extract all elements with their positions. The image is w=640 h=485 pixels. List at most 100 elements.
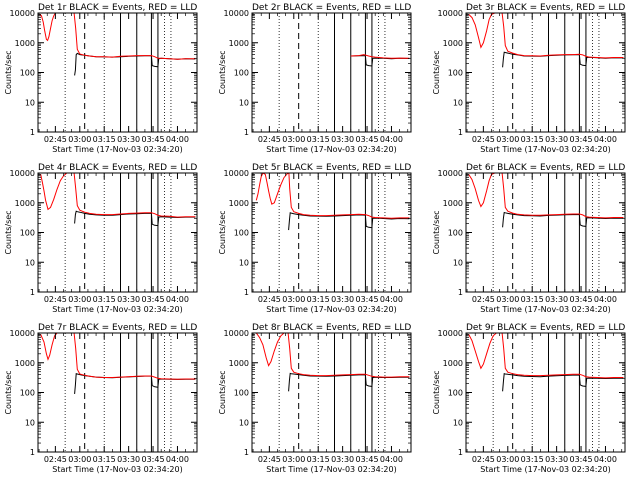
panel: Det 3r BLACK = Events, RED = LLD 1 10 100 10… bbox=[432, 3, 626, 154]
plot-frame bbox=[251, 332, 412, 453]
x-axis-label: Start Time (17-Nov-03 02:34:20) bbox=[266, 305, 396, 314]
x-tick-label: 02:45 bbox=[472, 295, 495, 304]
lld-series-line bbox=[468, 13, 624, 59]
y-tick-label: 1000 bbox=[229, 359, 249, 368]
lld-series-line bbox=[40, 173, 196, 218]
x-tick-label: 03:30 bbox=[331, 295, 354, 304]
x-tick-label: 03:15 bbox=[93, 135, 116, 144]
x-tick-label: 03:30 bbox=[331, 455, 354, 464]
x-tick-label: 03:00 bbox=[496, 295, 519, 304]
y-tick-label: 10 bbox=[239, 258, 249, 267]
y-axis-label: Counts/sec bbox=[432, 370, 441, 414]
plot-area bbox=[255, 173, 410, 292]
plot-area bbox=[40, 333, 196, 452]
y-axis-label: Counts/sec bbox=[432, 210, 441, 254]
y-tick-label: 100 bbox=[448, 229, 463, 238]
y-axis-label: Counts/sec bbox=[4, 370, 13, 414]
panel-title: Det 1r BLACK = Events, RED = LLD bbox=[38, 3, 197, 13]
y-axis-label: Counts/sec bbox=[218, 210, 227, 254]
y-tick-label: 10000 bbox=[438, 9, 463, 18]
y-tick-label: 100 bbox=[234, 69, 249, 78]
y-tick-label: 10000 bbox=[224, 9, 249, 18]
x-tick-label: 03:00 bbox=[68, 455, 91, 464]
y-axis-label: Counts/sec bbox=[218, 50, 227, 94]
panel-title: Det 5r BLACK = Events, RED = LLD bbox=[252, 163, 411, 173]
y-tick-label: 1 bbox=[244, 448, 249, 457]
x-tick-label: 04:00 bbox=[594, 135, 617, 144]
y-tick-label: 10000 bbox=[10, 9, 35, 18]
x-tick-label: 03:15 bbox=[521, 295, 544, 304]
y-tick-label: 1 bbox=[30, 288, 35, 297]
x-tick-label: 02:45 bbox=[472, 455, 495, 464]
events-series-line bbox=[288, 212, 410, 231]
x-tick-label: 03:00 bbox=[282, 455, 305, 464]
x-tick-label: 03:45 bbox=[570, 135, 593, 144]
x-tick-label: 03:15 bbox=[93, 455, 116, 464]
y-tick-label: 10 bbox=[25, 258, 35, 267]
y-tick-label: 10000 bbox=[10, 169, 35, 178]
x-axis-label: Start Time (17-Nov-03 02:34:20) bbox=[52, 305, 182, 314]
plot-area bbox=[39, 13, 196, 132]
y-tick-label: 1 bbox=[458, 448, 463, 457]
plot-frame bbox=[465, 172, 626, 293]
y-tick-label: 100 bbox=[448, 389, 463, 398]
x-axis-label: Start Time (17-Nov-03 02:34:20) bbox=[52, 465, 182, 474]
x-tick-label: 02:45 bbox=[472, 135, 495, 144]
panel: Det 1r BLACK = Events, RED = LLD 1 10 100 10… bbox=[4, 3, 198, 154]
plot-area bbox=[468, 173, 624, 292]
x-tick-label: 03:15 bbox=[521, 135, 544, 144]
y-tick-label: 100 bbox=[20, 229, 35, 238]
panel-title: Det 8r BLACK = Events, RED = LLD bbox=[252, 323, 411, 333]
x-tick-label: 03:45 bbox=[570, 295, 593, 304]
lld-series-line bbox=[255, 173, 410, 219]
x-tick-label: 04:00 bbox=[594, 295, 617, 304]
plot-frame bbox=[37, 332, 198, 453]
y-tick-label: 10000 bbox=[224, 329, 249, 338]
x-tick-label: 04:00 bbox=[380, 455, 403, 464]
x-tick-label: 03:00 bbox=[282, 295, 305, 304]
panel-title: Det 9r BLACK = Events, RED = LLD bbox=[466, 323, 625, 333]
y-tick-label: 10 bbox=[25, 418, 35, 427]
y-tick-label: 10000 bbox=[438, 169, 463, 178]
x-tick-label: 03:45 bbox=[142, 295, 165, 304]
x-tick-label: 03:15 bbox=[307, 135, 330, 144]
y-tick-label: 10000 bbox=[438, 329, 463, 338]
x-tick-label: 04:00 bbox=[594, 455, 617, 464]
y-tick-label: 10 bbox=[239, 418, 249, 427]
y-tick-label: 10 bbox=[453, 258, 463, 267]
x-tick-label: 03:30 bbox=[117, 135, 140, 144]
plot-frame bbox=[465, 12, 626, 133]
y-tick-label: 1000 bbox=[15, 39, 35, 48]
plot-frame bbox=[465, 332, 626, 453]
y-tick-label: 1 bbox=[30, 448, 35, 457]
panel: Det 2r BLACK = Events, RED = LLD 1 10 100 10… bbox=[218, 3, 412, 154]
y-tick-label: 1000 bbox=[443, 199, 463, 208]
x-tick-label: 02:45 bbox=[44, 295, 67, 304]
panel: Det 4r BLACK = Events, RED = LLD 1 10 100 10… bbox=[4, 163, 198, 314]
panel-title: Det 4r BLACK = Events, RED = LLD bbox=[38, 163, 197, 173]
x-tick-label: 03:30 bbox=[117, 295, 140, 304]
plot-area bbox=[468, 333, 624, 452]
y-tick-label: 10 bbox=[453, 98, 463, 107]
panel: Det 5r BLACK = Events, RED = LLD 1 10 100 10… bbox=[218, 163, 412, 314]
y-axis-label: Counts/sec bbox=[4, 50, 13, 94]
x-tick-label: 03:45 bbox=[356, 455, 379, 464]
x-axis-label: Start Time (17-Nov-03 02:34:20) bbox=[480, 145, 610, 154]
panel-title: Det 6r BLACK = Events, RED = LLD bbox=[466, 163, 625, 173]
y-tick-label: 1 bbox=[244, 288, 249, 297]
x-axis-label: Start Time (17-Nov-03 02:34:20) bbox=[480, 465, 610, 474]
plot-frame bbox=[251, 12, 412, 133]
events-series-line bbox=[74, 210, 196, 227]
panel: Det 9r BLACK = Events, RED = LLD 1 10 100 10… bbox=[432, 323, 626, 474]
y-tick-label: 1 bbox=[458, 128, 463, 137]
plot-area bbox=[255, 333, 410, 452]
x-tick-label: 03:30 bbox=[545, 135, 568, 144]
panel-title: Det 3r BLACK = Events, RED = LLD bbox=[466, 3, 625, 13]
y-axis-label: Counts/sec bbox=[4, 210, 13, 254]
y-tick-label: 1000 bbox=[229, 199, 249, 208]
y-tick-label: 100 bbox=[234, 389, 249, 398]
y-tick-label: 1 bbox=[30, 128, 35, 137]
events-series-line bbox=[502, 373, 624, 392]
x-tick-label: 04:00 bbox=[166, 295, 189, 304]
